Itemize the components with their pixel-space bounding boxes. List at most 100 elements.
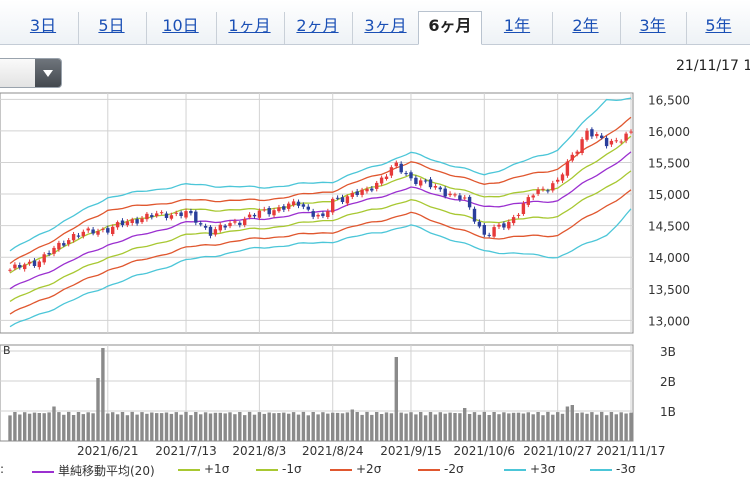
volume-bar bbox=[321, 412, 325, 441]
tab-6ヶ月[interactable]: 6ヶ月 bbox=[418, 11, 482, 45]
candle bbox=[145, 213, 149, 220]
volume-bar bbox=[423, 415, 428, 441]
volume-bar bbox=[228, 412, 232, 441]
volume-bar bbox=[287, 413, 291, 441]
tab-3ヶ月[interactable]: 3ヶ月 bbox=[352, 12, 418, 44]
legend-item: -1σ bbox=[256, 462, 302, 476]
volume-bar bbox=[96, 378, 100, 441]
volume-bar bbox=[438, 412, 442, 441]
tab-1ヶ月[interactable]: 1ヶ月 bbox=[216, 12, 282, 44]
candle bbox=[208, 226, 213, 236]
y-tick-label: 14,000 bbox=[648, 251, 690, 265]
volume-bar bbox=[379, 414, 384, 441]
candle bbox=[536, 189, 540, 194]
candle bbox=[262, 209, 266, 211]
candle bbox=[482, 225, 486, 235]
chevron-down-icon[interactable] bbox=[35, 59, 61, 87]
chart-type-select[interactable] bbox=[0, 58, 62, 88]
y-tick-label: 13,000 bbox=[648, 314, 690, 328]
volume-bar bbox=[159, 413, 164, 441]
candle bbox=[174, 212, 178, 214]
band-line bbox=[9, 135, 632, 274]
tab-2年[interactable]: 2年 bbox=[552, 12, 618, 44]
tab-5日[interactable]: 5日 bbox=[78, 12, 144, 44]
candle bbox=[472, 208, 477, 222]
candle bbox=[57, 242, 61, 250]
legend: : 単純移動平均(20) +1σ -1σ +2σ -2σ +3σ -3σ bbox=[0, 460, 750, 482]
candle bbox=[423, 180, 428, 182]
volume-bar bbox=[76, 412, 81, 441]
candle bbox=[350, 193, 354, 197]
candle bbox=[560, 174, 565, 181]
legend-label: -2σ bbox=[444, 462, 464, 476]
volume-bar bbox=[120, 412, 125, 441]
volume-bar bbox=[511, 412, 516, 441]
volume-bar bbox=[257, 412, 262, 441]
volume-bar bbox=[428, 412, 433, 441]
candle bbox=[91, 229, 95, 234]
legend-item: +3σ bbox=[504, 462, 555, 476]
y-tick-label: 14,500 bbox=[648, 220, 690, 234]
volume-bar bbox=[57, 412, 61, 441]
tab-3年[interactable]: 3年 bbox=[620, 12, 684, 44]
candle bbox=[619, 141, 623, 143]
volume-bar bbox=[150, 412, 154, 441]
volume-bar bbox=[247, 411, 252, 441]
candle bbox=[414, 177, 418, 184]
volume-bar bbox=[551, 414, 555, 441]
volume-bar bbox=[184, 411, 188, 441]
x-tick-label: 2021/11/17 bbox=[596, 444, 665, 458]
candle bbox=[497, 224, 501, 227]
volume-bar bbox=[619, 412, 623, 441]
y-tick-label: 16,500 bbox=[648, 93, 690, 107]
candle bbox=[120, 220, 125, 226]
legend-label: 単純移動平均(20) bbox=[58, 464, 155, 478]
volume-bar bbox=[624, 413, 628, 441]
legend-label: +2σ bbox=[356, 462, 382, 476]
legend-label: -1σ bbox=[282, 462, 302, 476]
volume-bar bbox=[556, 412, 560, 441]
candle bbox=[365, 188, 369, 192]
candle bbox=[47, 253, 51, 255]
volume-bar bbox=[394, 357, 398, 441]
volume-bar bbox=[502, 412, 506, 441]
tab-2ヶ月[interactable]: 2ヶ月 bbox=[284, 12, 350, 44]
candle bbox=[502, 223, 506, 228]
candle bbox=[169, 215, 174, 219]
legend-line-icon bbox=[178, 468, 200, 471]
candle bbox=[18, 265, 22, 268]
legend-label: +1σ bbox=[204, 462, 230, 476]
tab-1年[interactable]: 1年 bbox=[503, 16, 531, 35]
candle bbox=[291, 201, 296, 206]
candle bbox=[243, 219, 247, 225]
candle bbox=[399, 163, 403, 173]
candle bbox=[106, 228, 110, 233]
candle bbox=[111, 226, 115, 234]
candle bbox=[394, 162, 398, 167]
band-line bbox=[9, 170, 632, 302]
candle bbox=[27, 261, 32, 264]
volume-bar bbox=[345, 412, 350, 441]
volume-bar bbox=[311, 412, 315, 441]
candle bbox=[492, 227, 496, 237]
tab-5年[interactable]: 5年 bbox=[686, 12, 750, 44]
volume-bar bbox=[238, 412, 242, 441]
candle bbox=[301, 204, 306, 207]
volume-bar bbox=[335, 412, 340, 441]
candle bbox=[463, 197, 467, 199]
volume-bar bbox=[575, 413, 579, 441]
candle bbox=[428, 179, 433, 188]
volume-bar bbox=[155, 413, 159, 441]
volume-bar bbox=[71, 415, 76, 441]
volume-bar bbox=[370, 414, 374, 441]
volume-bar bbox=[350, 409, 354, 441]
volume-bar bbox=[467, 414, 472, 441]
volume-bar bbox=[213, 412, 218, 441]
candle bbox=[306, 206, 310, 210]
volume-bar bbox=[482, 411, 486, 441]
legend-item: +2σ bbox=[330, 462, 381, 476]
volume-bar bbox=[130, 411, 134, 441]
tab-3日[interactable]: 3日 bbox=[29, 16, 57, 35]
tab-10日[interactable]: 10日 bbox=[146, 12, 214, 44]
volume-bar bbox=[42, 413, 46, 441]
